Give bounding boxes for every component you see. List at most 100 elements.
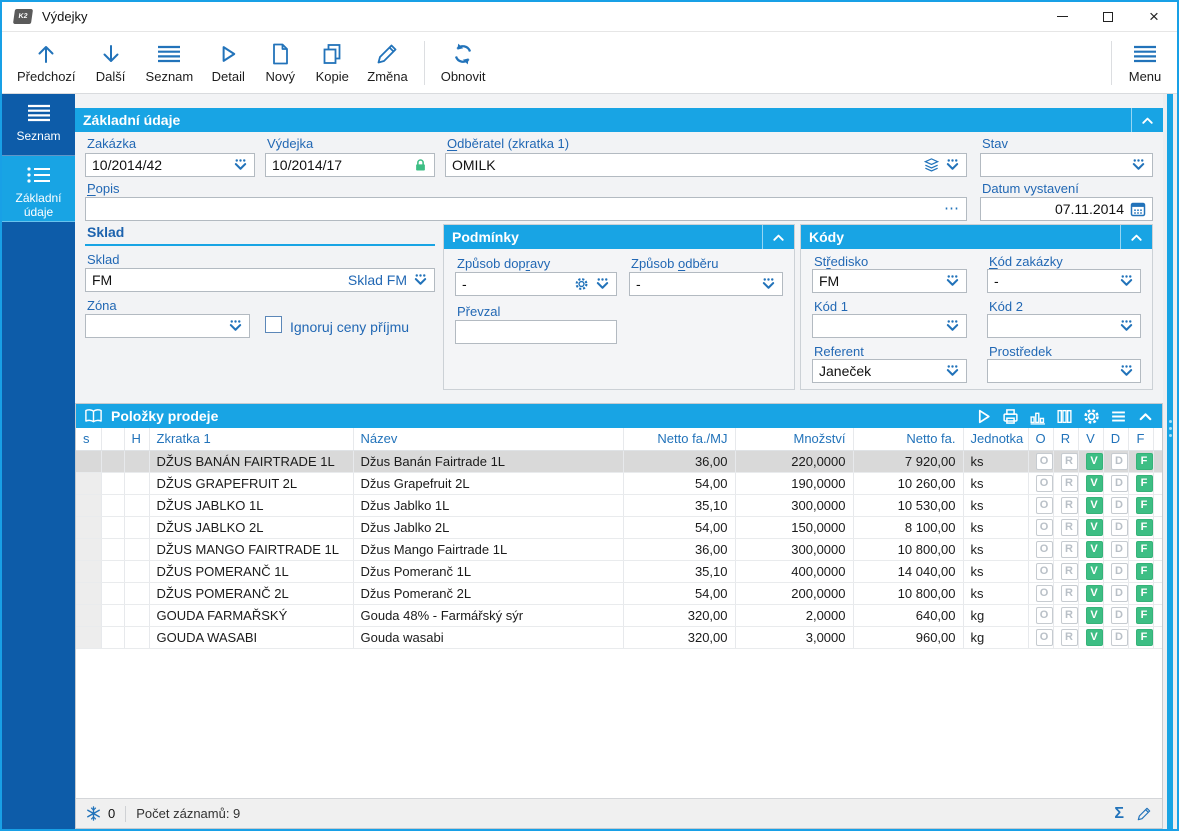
cell-mnozstvi[interactable]: 200,0000 <box>735 582 854 605</box>
row-marker-cell[interactable] <box>76 538 102 561</box>
flag-v[interactable]: V <box>1085 562 1102 580</box>
sidebar-item-seznam[interactable]: Seznam <box>2 94 75 156</box>
combo-dropdown-icon[interactable] <box>945 364 960 378</box>
cell-h[interactable] <box>124 450 150 473</box>
cell-jednotka[interactable]: ks <box>963 538 1029 561</box>
datum-vystaveni-field[interactable]: 07.11.2014 <box>980 197 1153 221</box>
column-header-zkratka[interactable]: Zkratka 1 <box>149 428 354 451</box>
combo-dropdown-icon[interactable] <box>945 158 960 172</box>
cell-zkratka[interactable]: DŽUS MANGO FAIRTRADE 1L <box>149 538 354 561</box>
cell-netto-mj[interactable]: 36,00 <box>623 450 736 473</box>
column-header-o[interactable]: O <box>1028 428 1054 451</box>
flag-d[interactable]: D <box>1110 562 1127 580</box>
cell-mnozstvi[interactable]: 300,0000 <box>735 538 854 561</box>
cell-netto-mj[interactable]: 320,00 <box>623 626 736 649</box>
flag-r[interactable]: R <box>1060 628 1077 646</box>
cell-nazev[interactable]: Gouda 48% - Farmářský sýr <box>353 604 624 627</box>
cell-netto-mj[interactable]: 36,00 <box>623 538 736 561</box>
columns-icon[interactable] <box>1056 408 1073 425</box>
cell-netto[interactable]: 10 800,00 <box>853 538 964 561</box>
collapse-button[interactable] <box>1131 108 1155 132</box>
table-row[interactable]: GOUDA WASABI Gouda wasabi 320,00 3,0000 … <box>76 626 1162 649</box>
next-button[interactable]: Další <box>85 35 137 91</box>
flag-f[interactable]: F <box>1135 562 1152 580</box>
cell-h[interactable] <box>124 472 150 495</box>
edit-icon[interactable] <box>1136 806 1152 822</box>
flag-v[interactable]: V <box>1085 452 1102 470</box>
cell-h[interactable] <box>124 538 150 561</box>
cell-jednotka[interactable]: ks <box>963 516 1029 539</box>
flag-f[interactable]: F <box>1135 584 1152 602</box>
cell-netto[interactable]: 960,00 <box>853 626 964 649</box>
flag-o[interactable]: O <box>1035 628 1052 646</box>
cell-blank[interactable] <box>101 472 125 495</box>
flag-o[interactable]: O <box>1035 452 1052 470</box>
chart-icon[interactable] <box>1029 408 1046 425</box>
combo-dropdown-icon[interactable] <box>413 273 428 287</box>
flag-f[interactable]: F <box>1135 474 1152 492</box>
cell-zkratka[interactable]: DŽUS POMERANČ 1L <box>149 560 354 583</box>
column-header-f[interactable]: F <box>1128 428 1154 451</box>
cell-netto-mj[interactable]: 54,00 <box>623 582 736 605</box>
cell-mnozstvi[interactable]: 300,0000 <box>735 494 854 517</box>
cell-mnozstvi[interactable]: 2,0000 <box>735 604 854 627</box>
cell-h[interactable] <box>124 560 150 583</box>
sidebar-item-zakladni-udaje[interactable]: Základní údaje <box>2 156 75 222</box>
cell-nazev[interactable]: Džus Mango Fairtrade 1L <box>353 538 624 561</box>
row-marker-cell[interactable] <box>76 626 102 649</box>
kod2-field[interactable] <box>987 314 1141 338</box>
gear-icon[interactable] <box>1083 408 1100 425</box>
collapse-icon[interactable] <box>1137 408 1154 425</box>
collapse-button[interactable] <box>1120 225 1144 249</box>
cell-jednotka[interactable]: ks <box>963 472 1029 495</box>
prostredek-field[interactable] <box>987 359 1141 383</box>
column-header-netto[interactable]: Netto fa. <box>853 428 964 451</box>
flag-f[interactable]: F <box>1135 518 1152 536</box>
list-view-button[interactable]: Seznam <box>137 35 203 91</box>
kod-zakazky-field[interactable]: - <box>987 269 1141 293</box>
ignoruj-ceny-checkbox[interactable] <box>265 316 282 333</box>
flag-v[interactable]: V <box>1085 606 1102 624</box>
flag-o[interactable]: O <box>1035 584 1052 602</box>
flag-v[interactable]: V <box>1085 496 1102 514</box>
cell-jednotka[interactable]: ks <box>963 582 1029 605</box>
refresh-button[interactable]: Obnovit <box>432 35 495 91</box>
row-marker-cell[interactable] <box>76 560 102 583</box>
cell-blank[interactable] <box>101 538 125 561</box>
cell-nazev[interactable]: Džus Grapefruit 2L <box>353 472 624 495</box>
cell-nazev[interactable]: Džus Pomeranč 2L <box>353 582 624 605</box>
row-marker-cell[interactable] <box>76 450 102 473</box>
cell-nazev[interactable]: Gouda wasabi <box>353 626 624 649</box>
flag-d[interactable]: D <box>1110 452 1127 470</box>
table-row[interactable]: DŽUS POMERANČ 2L Džus Pomeranč 2L 54,00 … <box>76 582 1162 605</box>
maximize-button[interactable] <box>1085 2 1131 31</box>
sum-icon[interactable]: Σ <box>1114 804 1124 822</box>
cell-jednotka[interactable]: ks <box>963 450 1029 473</box>
cell-h[interactable] <box>124 494 150 517</box>
cell-netto[interactable]: 8 100,00 <box>853 516 964 539</box>
combo-dropdown-icon[interactable] <box>1119 274 1134 288</box>
cell-netto[interactable]: 640,00 <box>853 604 964 627</box>
cell-nazev[interactable]: Džus Pomeranč 1L <box>353 560 624 583</box>
cell-jednotka[interactable]: ks <box>963 494 1029 517</box>
stav-field[interactable] <box>980 153 1153 177</box>
cell-zkratka[interactable]: DŽUS JABLKO 1L <box>149 494 354 517</box>
flag-o[interactable]: O <box>1035 496 1052 514</box>
flag-f[interactable]: F <box>1135 540 1152 558</box>
cell-netto-mj[interactable]: 320,00 <box>623 604 736 627</box>
table-row[interactable]: DŽUS BANÁN FAIRTRADE 1L Džus Banán Fairt… <box>76 450 1162 473</box>
zpusob-dopravy-field[interactable]: - <box>455 272 617 296</box>
flag-v[interactable]: V <box>1085 628 1102 646</box>
close-button[interactable]: × <box>1131 2 1177 31</box>
scroll-strip[interactable] <box>1167 94 1173 829</box>
row-marker-cell[interactable] <box>76 516 102 539</box>
column-header-mnozstvi[interactable]: Množství <box>735 428 854 451</box>
flag-d[interactable]: D <box>1110 584 1127 602</box>
referent-field[interactable]: Janeček <box>812 359 967 383</box>
flag-f[interactable]: F <box>1135 628 1152 646</box>
row-marker-cell[interactable] <box>76 494 102 517</box>
sklad-field[interactable]: FM Sklad FM <box>85 268 435 292</box>
column-header-r[interactable]: R <box>1053 428 1079 451</box>
stredisko-field[interactable]: FM <box>812 269 967 293</box>
flag-r[interactable]: R <box>1060 562 1077 580</box>
